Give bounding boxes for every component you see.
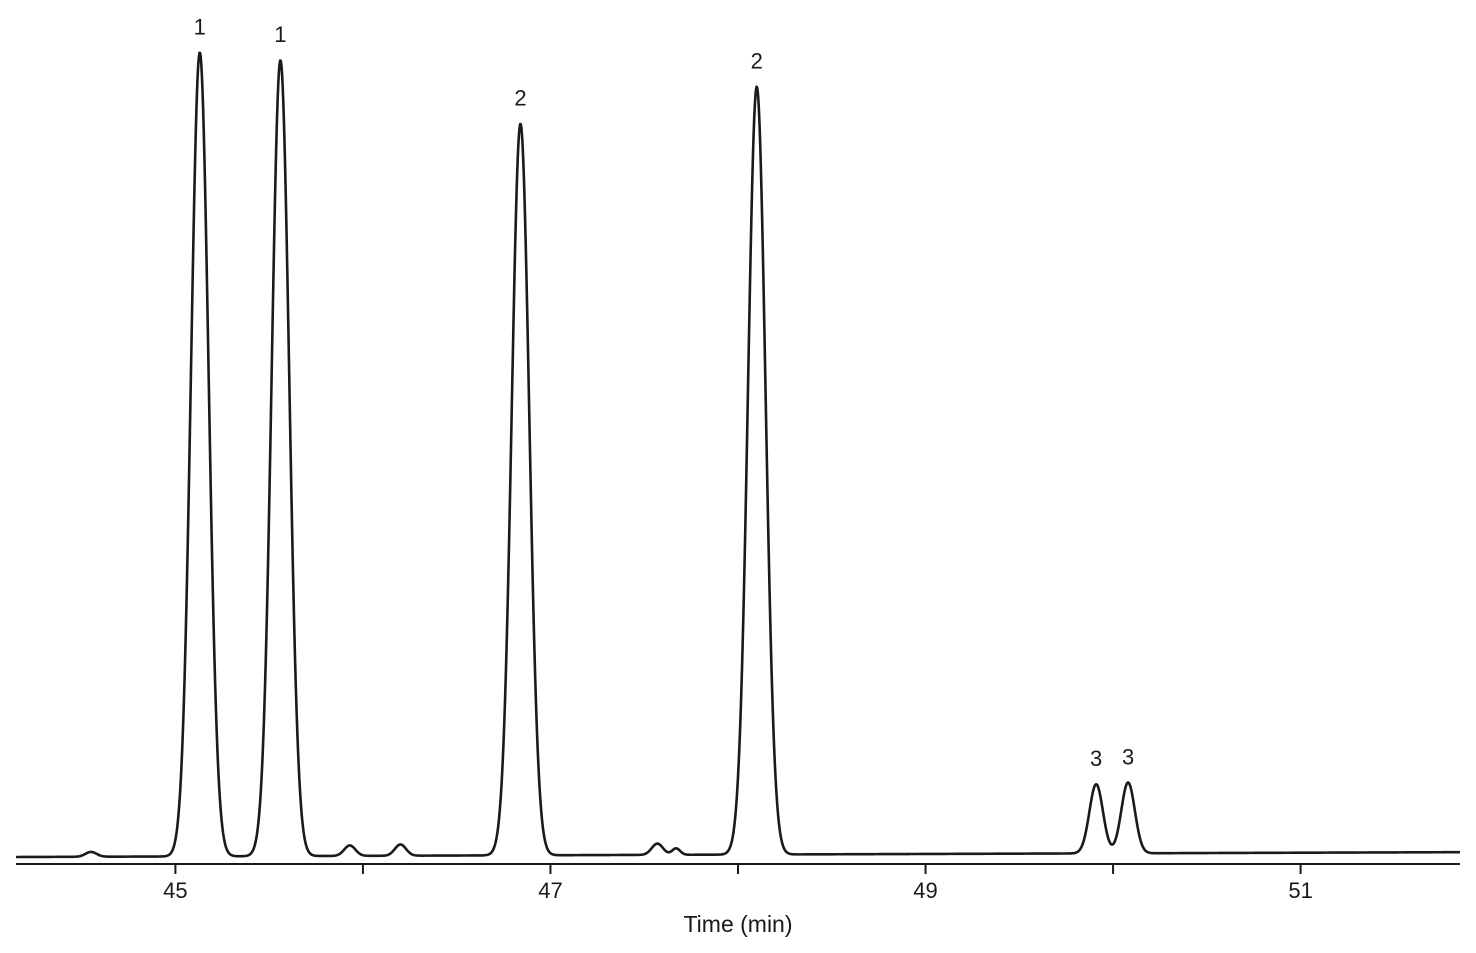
x-axis-title: Time (min) (683, 911, 792, 937)
x-tick-label-47: 47 (538, 878, 562, 903)
peak-label-6: 3 (1122, 745, 1134, 770)
x-tick-label-49: 49 (913, 878, 937, 903)
peak-label-2: 1 (274, 22, 286, 47)
peak-label-5: 3 (1090, 746, 1102, 771)
peak-label-4: 2 (751, 49, 763, 74)
peak-labels: 1 1 2 2 3 3 (194, 14, 1135, 771)
x-axis-ticks: 45 47 49 51 (163, 864, 1313, 903)
peak-label-1: 1 (194, 14, 206, 39)
chromatogram-trace (15, 51, 1461, 859)
x-tick-label-45: 45 (163, 878, 187, 903)
x-tick-label-51: 51 (1288, 878, 1312, 903)
peak-label-3: 2 (514, 86, 526, 111)
